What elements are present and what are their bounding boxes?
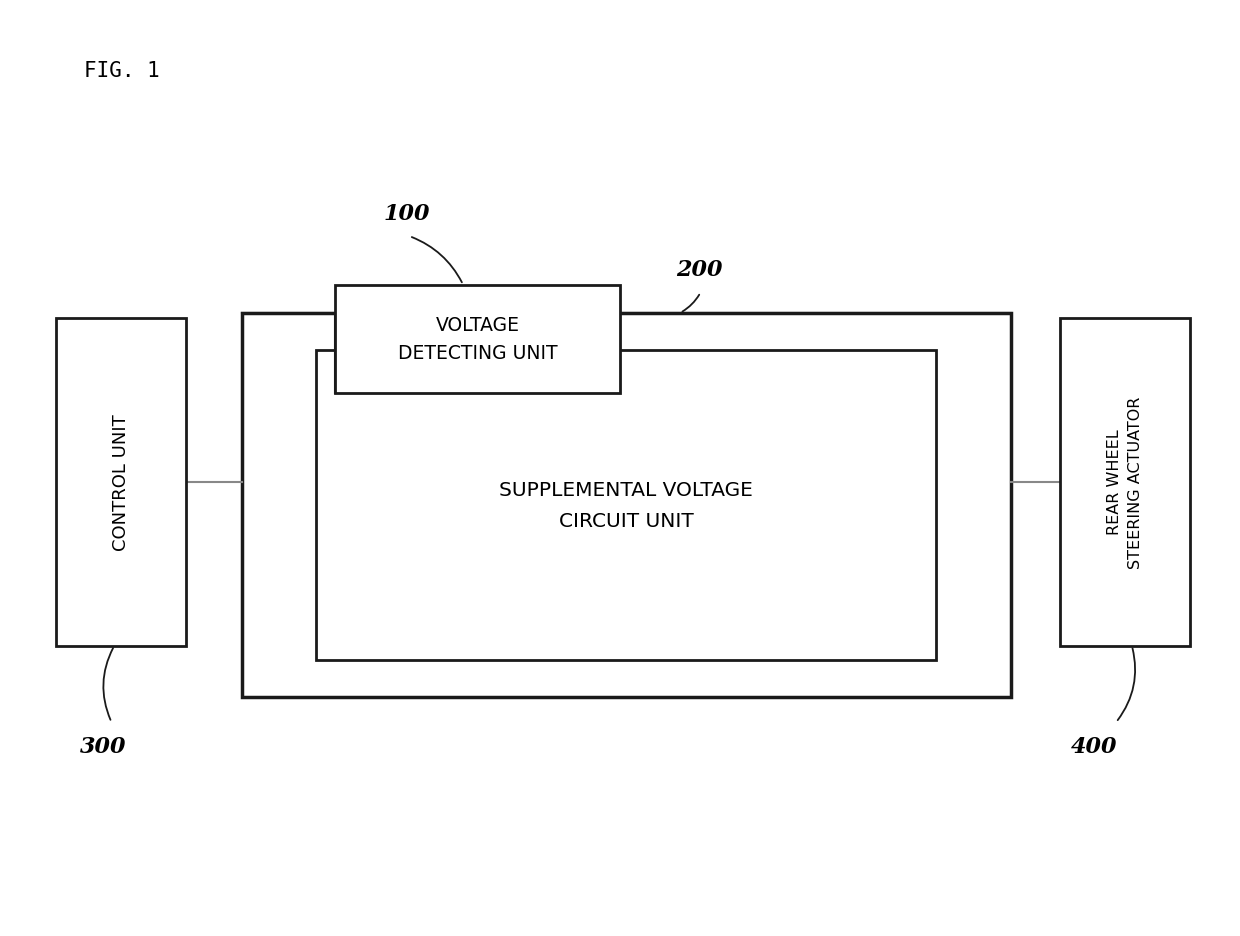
Text: CONTROL UNIT: CONTROL UNIT — [112, 414, 130, 550]
Text: VOLTAGE
DETECTING UNIT: VOLTAGE DETECTING UNIT — [398, 315, 557, 363]
Text: SUPPLEMENTAL VOLTAGE
CIRCUIT UNIT: SUPPLEMENTAL VOLTAGE CIRCUIT UNIT — [500, 480, 753, 531]
Text: 100: 100 — [383, 203, 430, 225]
Bar — [56, 318, 186, 646]
Text: 200: 200 — [676, 259, 723, 281]
Bar — [1060, 318, 1190, 646]
Text: FIG. 1: FIG. 1 — [84, 61, 160, 80]
Bar — [335, 285, 620, 393]
Text: REAR WHEEL
STEERING ACTUATOR: REAR WHEEL STEERING ACTUATOR — [1107, 396, 1143, 568]
Bar — [316, 351, 936, 660]
Bar — [242, 314, 1011, 697]
Text: 400: 400 — [1070, 735, 1117, 756]
Text: 300: 300 — [79, 735, 126, 756]
